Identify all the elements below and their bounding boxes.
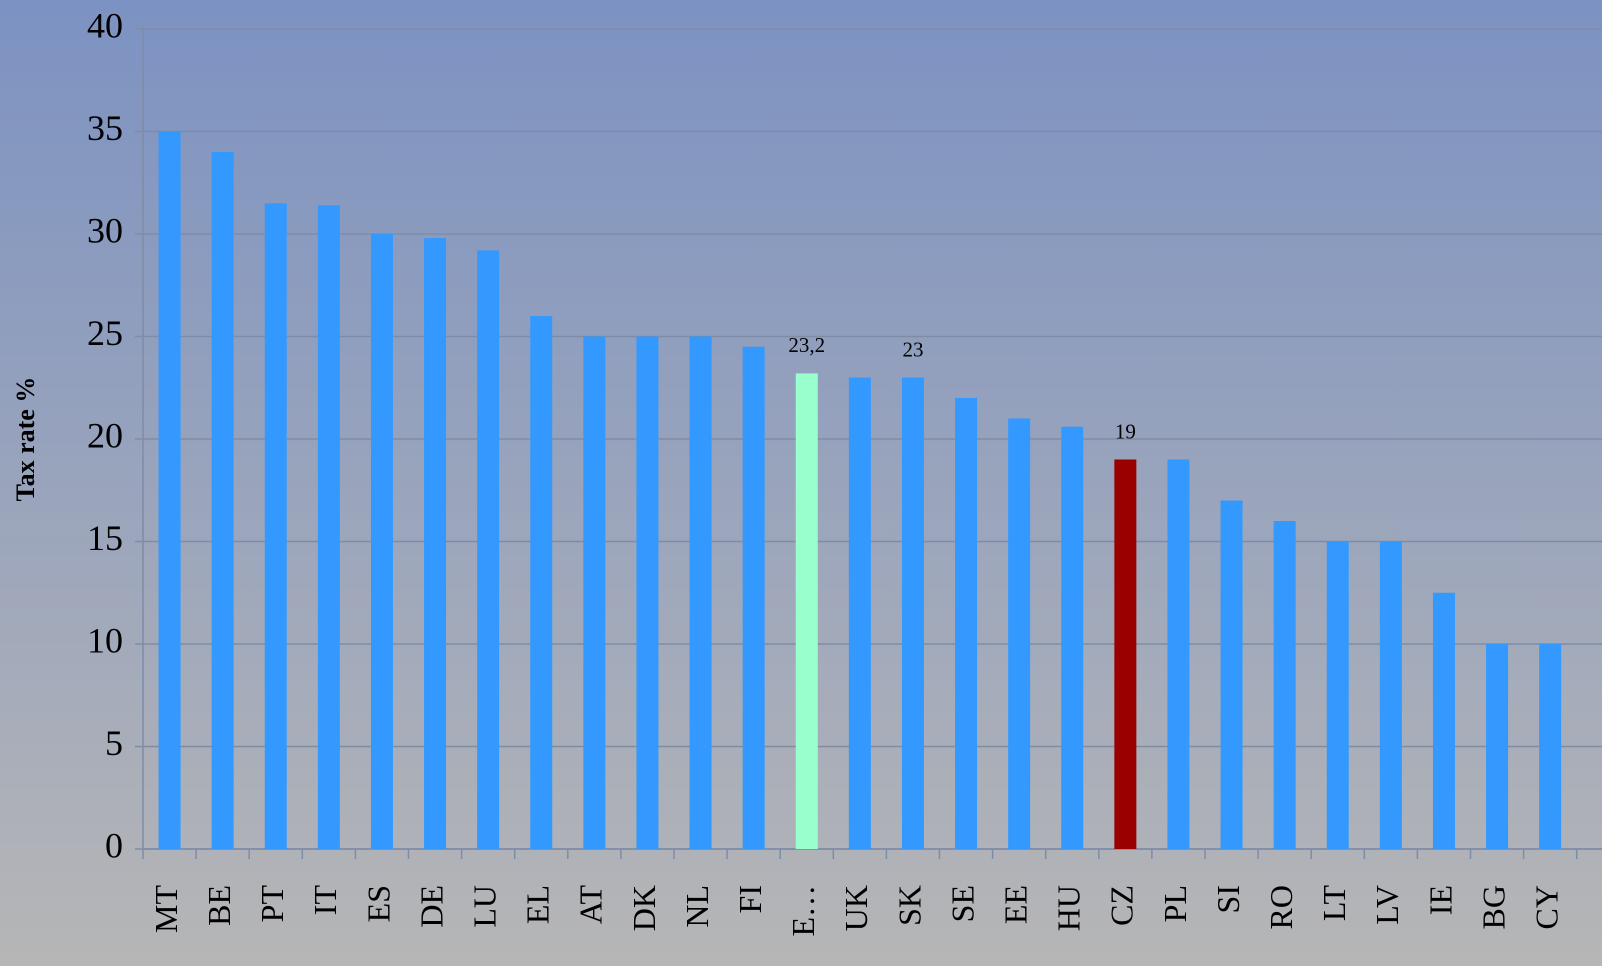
x-tick-label: CY — [1528, 885, 1564, 929]
y-tick-label: 5 — [105, 723, 123, 763]
data-label: 23 — [902, 337, 923, 361]
y-tick-label: 10 — [87, 620, 123, 660]
y-tick-label: 35 — [87, 108, 123, 148]
x-tick-label: IE — [1422, 885, 1458, 915]
bar — [1167, 459, 1190, 849]
y-tick-label: 40 — [87, 5, 123, 45]
x-tick-label: EE — [997, 885, 1033, 924]
y-tick-label: 25 — [87, 313, 123, 353]
y-axis-label: Tax rate % — [11, 377, 40, 502]
x-tick-label: LT — [1316, 885, 1352, 922]
y-tick-label: 30 — [87, 210, 123, 250]
x-tick-label: UK — [838, 885, 874, 931]
bar — [848, 377, 871, 849]
x-tick-label: SI — [1210, 885, 1246, 913]
data-label: 23,2 — [788, 333, 825, 357]
bar — [317, 205, 340, 850]
bar — [1008, 418, 1031, 849]
bar — [1432, 592, 1455, 849]
x-tick-label: BG — [1475, 885, 1511, 929]
bar — [1379, 541, 1402, 849]
x-tick-label: ES — [360, 885, 396, 922]
bar — [1273, 521, 1296, 849]
bar — [158, 131, 181, 849]
x-tick-label: AT — [573, 885, 609, 925]
bar — [211, 152, 234, 849]
y-tick-label: 20 — [87, 415, 123, 455]
x-tick-label: LV — [1369, 885, 1405, 925]
bar — [1486, 644, 1509, 849]
bar — [1061, 426, 1084, 849]
x-tick-label: IT — [307, 885, 343, 916]
bar — [583, 336, 606, 849]
bar — [901, 377, 924, 849]
x-tick-label: RO — [1263, 885, 1299, 929]
bar — [955, 398, 978, 849]
x-tick-label: SK — [891, 885, 927, 926]
bar — [795, 373, 818, 849]
y-tick-label: 15 — [87, 518, 123, 558]
x-tick-label: FI — [732, 885, 768, 913]
x-tick-label: NL — [679, 885, 715, 928]
y-tick-label: 0 — [105, 825, 123, 865]
bar — [1220, 500, 1243, 849]
x-tick-label: DK — [626, 885, 662, 931]
bar — [1539, 644, 1562, 849]
x-tick-label: SE — [944, 885, 980, 922]
x-tick-label: PL — [1157, 885, 1193, 922]
x-tick-label: E… — [785, 885, 821, 937]
x-tick-label: MT — [148, 885, 184, 933]
bar — [530, 316, 553, 849]
bar — [1114, 459, 1137, 849]
bar — [264, 203, 287, 849]
bar — [742, 346, 765, 849]
x-tick-label: CZ — [1104, 885, 1140, 926]
x-tick-label: HU — [1051, 885, 1087, 931]
x-tick-label: BE — [201, 885, 237, 926]
x-tick-label: DE — [413, 885, 449, 928]
x-tick-label: LU — [466, 885, 502, 928]
x-tick-label: EL — [520, 885, 556, 924]
bar — [477, 250, 500, 849]
x-tick-label: PT — [254, 885, 290, 923]
bar — [689, 336, 712, 849]
data-label: 19 — [1115, 419, 1136, 443]
bar — [370, 234, 393, 849]
bar — [1326, 541, 1349, 849]
bar — [636, 336, 659, 849]
bar — [424, 238, 447, 850]
